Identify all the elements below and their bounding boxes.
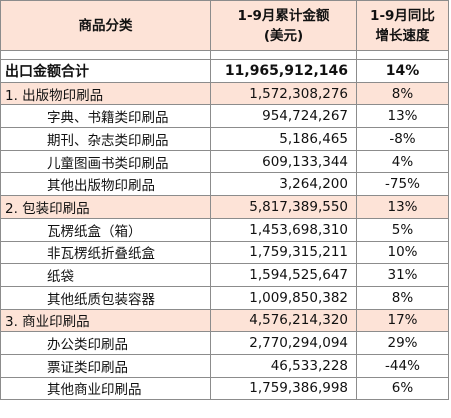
row-growth: -75% [356, 172, 449, 197]
table-row: 办公类印刷品 2,770,294,094 29% [0, 331, 449, 355]
row-growth: -44% [356, 353, 449, 378]
table-row: 期刊、杂志类印刷品 5,186,465 -8% [0, 127, 449, 151]
table-row: 非瓦楞纸折叠纸盒 1,759,315,211 10% [0, 240, 449, 265]
category-row: 1. 出版物印刷品 1,572,308,276 8% [0, 81, 449, 106]
row-growth: 4% [356, 149, 449, 174]
row-amount: 46,533,228 [210, 353, 357, 378]
row-amount: 5,817,389,550 [210, 195, 357, 219]
row-name: 纸袋 [0, 263, 211, 287]
row-name: 字典、书籍类印刷品 [0, 104, 211, 129]
row-growth: 10% [356, 240, 449, 265]
row-name: 其他纸质包装容器 [0, 285, 211, 310]
header-category-label: 商品分类 [78, 17, 133, 34]
export-table: 商品分类 1-9月累计金额 (美元) 1-9月同比 增长速度 出口金额合计 11… [0, 0, 449, 401]
row-name: 瓦楞纸盒（箱） [0, 217, 211, 242]
row-name: 1. 出版物印刷品 [0, 81, 211, 106]
spacer-row [0, 50, 449, 60]
row-growth: 13% [356, 104, 449, 129]
table-row: 儿童图画书类印刷品 609,133,344 4% [0, 149, 449, 174]
total-row: 出口金额合计 11,965,912,146 14% [0, 59, 449, 83]
row-growth: 13% [356, 195, 449, 219]
row-name: 2. 包装印刷品 [0, 195, 211, 219]
row-name: 儿童图画书类印刷品 [0, 149, 211, 174]
row-amount: 5,186,465 [210, 127, 357, 151]
header-amount: 1-9月累计金额 (美元) [210, 0, 357, 51]
header-category: 商品分类 [0, 0, 211, 51]
header-growth-line2: 增长速度 [375, 27, 430, 44]
table-row: 其他出版物印刷品 3,264,200 -75% [0, 172, 449, 197]
total-growth: 14% [356, 59, 449, 83]
row-growth: 31% [356, 263, 449, 287]
total-name: 出口金额合计 [0, 59, 211, 83]
category-row: 3. 商业印刷品 4,576,214,320 17% [0, 308, 449, 333]
row-growth: -8% [356, 127, 449, 151]
row-name: 3. 商业印刷品 [0, 308, 211, 333]
row-amount: 609,133,344 [210, 149, 357, 174]
row-growth: 8% [356, 81, 449, 106]
row-amount: 1,594,525,647 [210, 263, 357, 287]
category-row: 2. 包装印刷品 5,817,389,550 13% [0, 195, 449, 219]
row-amount: 1,453,698,310 [210, 217, 357, 242]
row-amount: 954,724,267 [210, 104, 357, 129]
table-row: 票证类印刷品 46,533,228 -44% [0, 353, 449, 378]
row-growth: 17% [356, 308, 449, 333]
row-amount: 1,759,386,998 [210, 376, 357, 401]
row-amount: 4,576,214,320 [210, 308, 357, 333]
total-amount: 11,965,912,146 [210, 59, 357, 83]
row-amount: 2,770,294,094 [210, 331, 357, 355]
table-row: 瓦楞纸盒（箱） 1,453,698,310 5% [0, 217, 449, 242]
row-name: 期刊、杂志类印刷品 [0, 127, 211, 151]
row-name: 票证类印刷品 [0, 353, 211, 378]
row-name: 办公类印刷品 [0, 331, 211, 355]
header-row: 商品分类 1-9月累计金额 (美元) 1-9月同比 增长速度 [0, 0, 449, 51]
table-row: 纸袋 1,594,525,647 31% [0, 263, 449, 287]
header-growth-line1: 1-9月同比 [370, 7, 435, 24]
table-row: 字典、书籍类印刷品 954,724,267 13% [0, 104, 449, 129]
row-amount: 1,009,850,382 [210, 285, 357, 310]
row-amount: 3,264,200 [210, 172, 357, 197]
row-name: 其他出版物印刷品 [0, 172, 211, 197]
header-amount-line1: 1-9月累计金额 [237, 7, 330, 24]
table-row: 其他商业印刷品 1,759,386,998 6% [0, 376, 449, 401]
row-growth: 6% [356, 376, 449, 401]
row-growth: 29% [356, 331, 449, 355]
row-growth: 8% [356, 285, 449, 310]
row-growth: 5% [356, 217, 449, 242]
row-amount: 1,572,308,276 [210, 81, 357, 106]
table-row: 其他纸质包装容器 1,009,850,382 8% [0, 285, 449, 310]
row-amount: 1,759,315,211 [210, 240, 357, 265]
row-name: 其他商业印刷品 [0, 376, 211, 401]
header-amount-line2: (美元) [263, 27, 304, 44]
header-growth: 1-9月同比 增长速度 [356, 0, 449, 51]
row-name: 非瓦楞纸折叠纸盒 [0, 240, 211, 265]
